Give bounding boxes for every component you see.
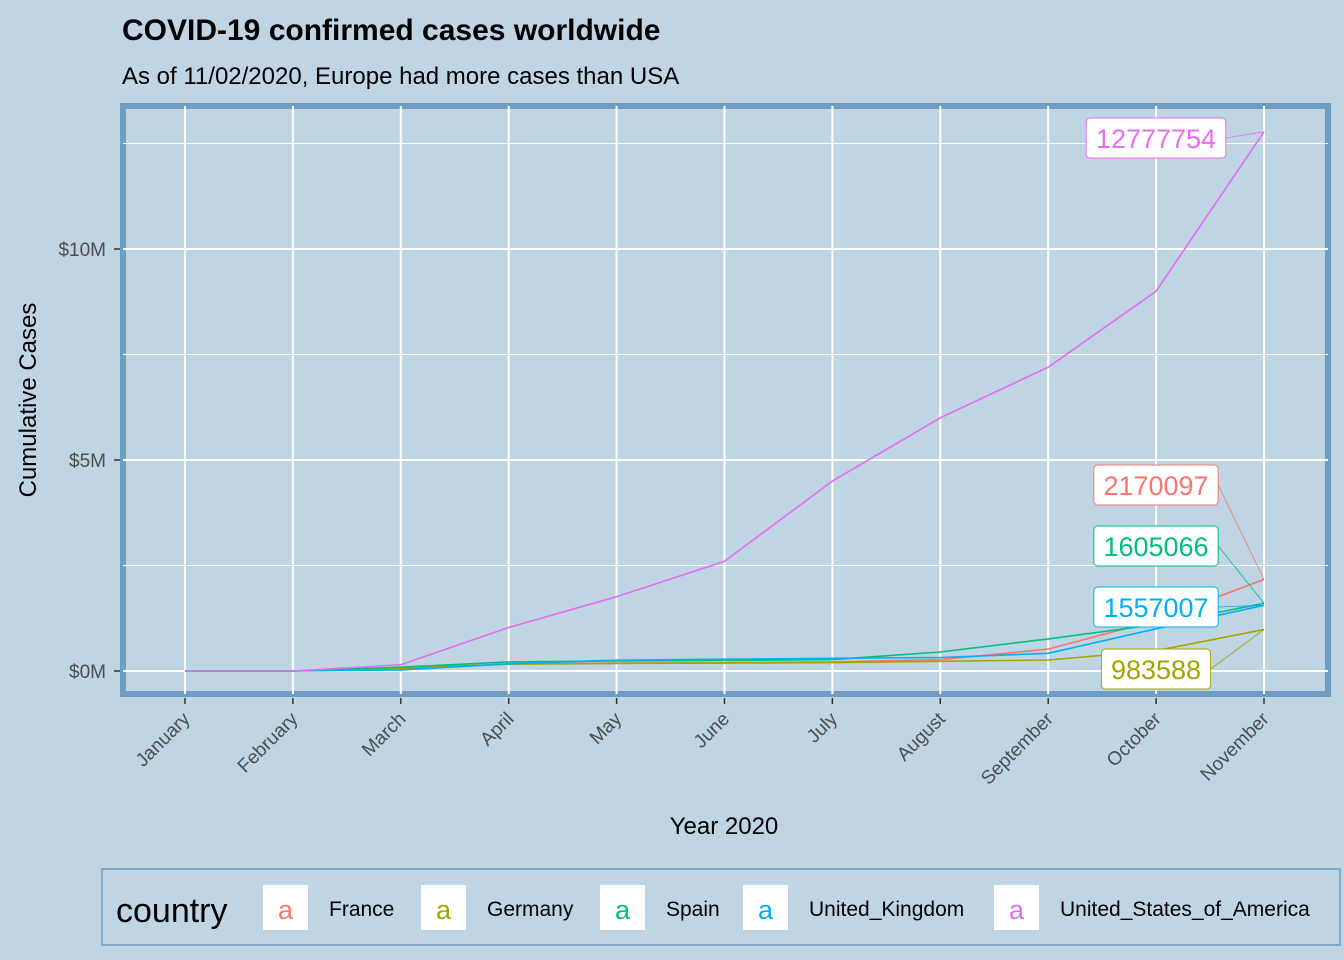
y-axis: $0M $5M $10M — [58, 240, 120, 683]
legend-key — [743, 885, 788, 930]
series-lines — [185, 131, 1265, 672]
end-label-spain: 1605066 — [1093, 525, 1265, 604]
legend-key — [600, 885, 645, 930]
end-labels: 2170097 983588 1605066 1557007 12777754 — [1085, 117, 1265, 690]
end-label-box — [1093, 525, 1219, 567]
series-line-united-states-of-america — [185, 131, 1265, 672]
series-line-spain — [185, 602, 1265, 672]
y-axis-title: Cumulative Cases — [15, 303, 42, 498]
end-label-leader — [1225, 131, 1265, 139]
legend-key-glyph: a — [615, 895, 631, 925]
end-label-leader — [1217, 545, 1265, 604]
legend-key-glyph: a — [278, 895, 294, 925]
end-label-value: 2170097 — [1103, 471, 1208, 501]
legend-item-germany: a Germany — [421, 885, 574, 930]
legend: country a France a Germany a Spain a United_Kin… — [101, 868, 1341, 946]
legend-items: a France a Germany a Spain a United_Kingdom a Uni… — [263, 885, 1310, 930]
end-label-box — [1093, 586, 1219, 628]
legend-key-glyph: a — [436, 895, 452, 925]
end-label-value: 12777754 — [1096, 124, 1216, 154]
end-label-box — [1100, 648, 1212, 690]
legend-item-france: a France — [263, 885, 394, 930]
end-label-united-kingdom: 1557007 — [1093, 586, 1265, 628]
end-label-value: 1605066 — [1103, 532, 1208, 562]
legend-label: Germany — [487, 898, 574, 921]
legend-item-spain: a Spain — [600, 885, 720, 930]
legend-title: country — [116, 892, 228, 930]
y-tick-label: $10M — [58, 240, 106, 261]
legend-key — [994, 885, 1039, 930]
end-label-germany: 983588 — [1100, 629, 1265, 690]
legend-label: United_Kingdom — [809, 898, 964, 921]
legend-label: United_States_of_America — [1060, 898, 1310, 921]
end-label-box — [1093, 464, 1219, 506]
end-label-united-states-of-america: 12777754 — [1085, 117, 1265, 159]
series-line-united-kingdom — [185, 604, 1265, 672]
legend-item-united-kingdom: a United_Kingdom — [743, 885, 964, 930]
end-label-leader — [1217, 484, 1265, 580]
end-label-leader — [1218, 604, 1265, 608]
legend-key — [263, 885, 308, 930]
chart-subtitle: As of 11/02/2020, Europe had more cases … — [122, 63, 679, 90]
legend-label: Spain — [666, 898, 720, 921]
legend-box — [101, 868, 1341, 946]
legend-key-glyph: a — [1009, 895, 1025, 925]
legend-key-glyph: a — [758, 895, 774, 925]
end-label-value: 983588 — [1111, 655, 1201, 685]
y-tick-label: $5M — [69, 451, 106, 472]
chart-title: COVID-19 confirmed cases worldwide — [122, 14, 661, 47]
end-label-value: 1557007 — [1103, 593, 1208, 623]
end-label-box — [1085, 117, 1227, 159]
x-axis-title: Year 2020 — [670, 813, 779, 840]
end-label-leader — [1210, 629, 1265, 670]
end-label-france: 2170097 — [1093, 464, 1265, 580]
legend-label: France — [329, 898, 394, 921]
y-tick-label: $0M — [69, 662, 106, 683]
legend-key — [421, 885, 466, 930]
legend-item-united-states-of-america: a United_States_of_America — [994, 885, 1310, 930]
